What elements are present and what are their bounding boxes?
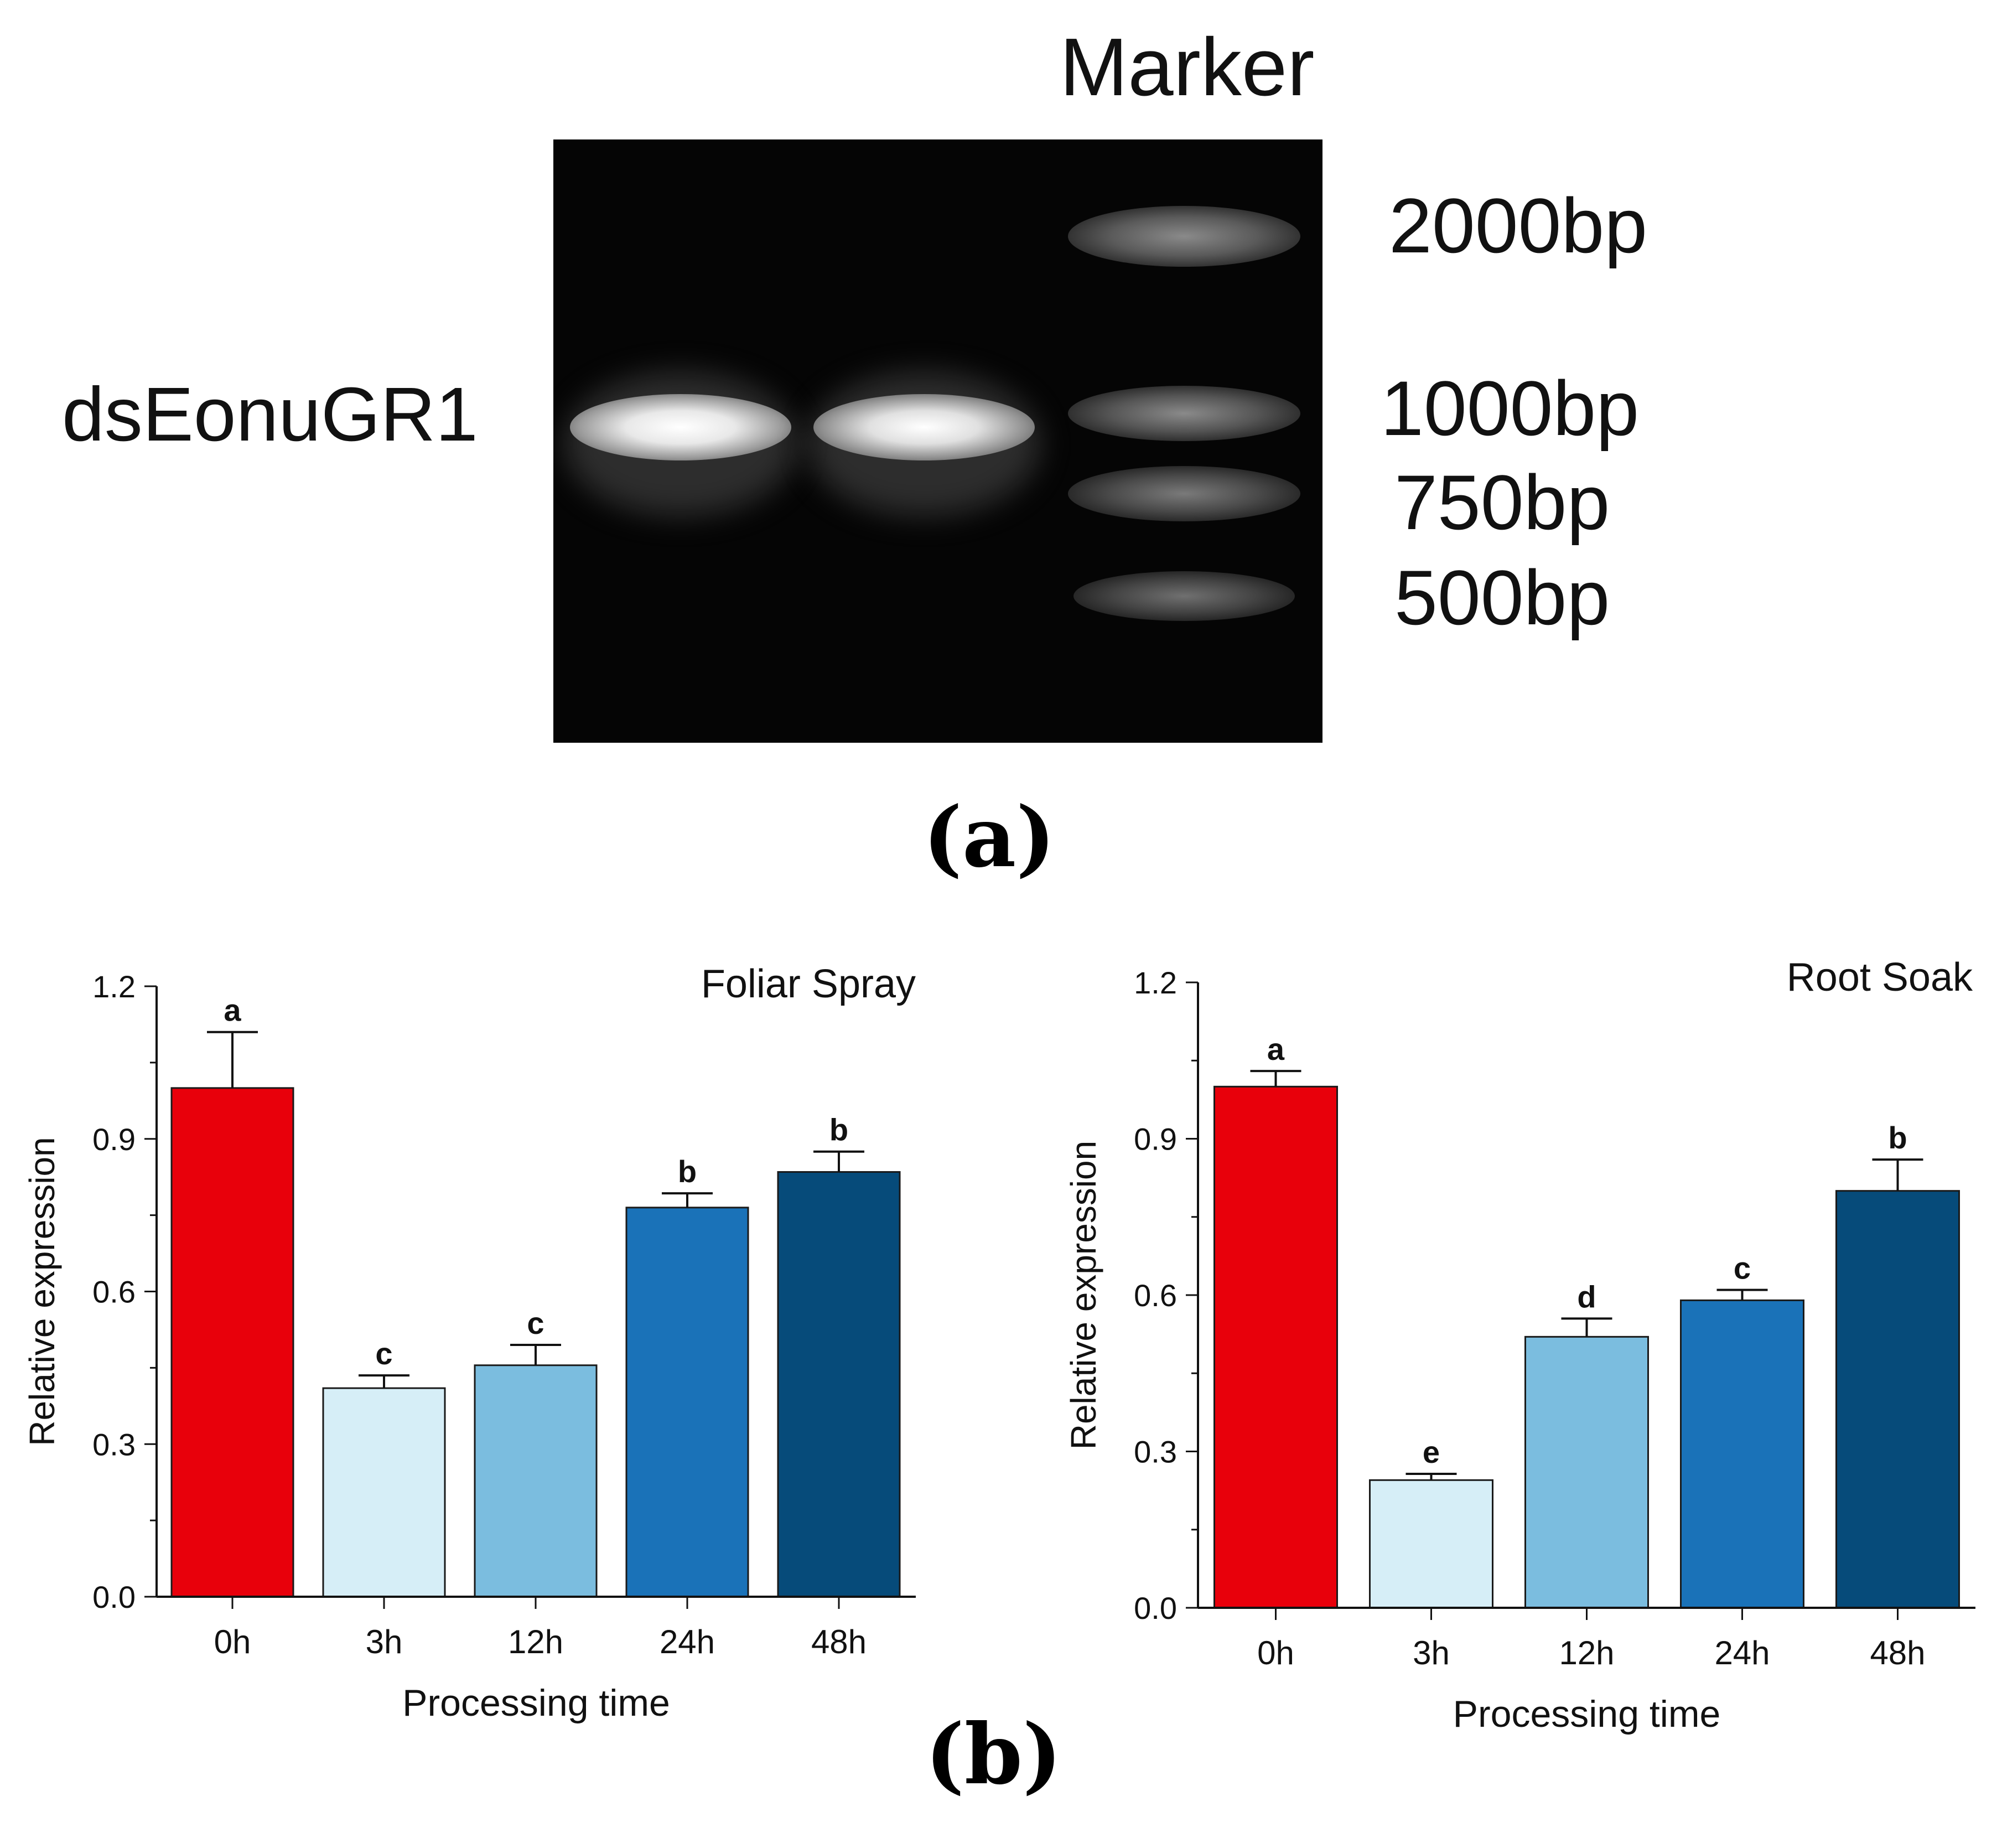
ladder-label-2000: 2000bp [1389, 182, 1648, 269]
c1-ytick-label-0.3: 0.3 [92, 1427, 136, 1462]
c2-x-axis-title: Processing time [1453, 1693, 1721, 1735]
c2-bar-48h [1835, 1190, 1960, 1609]
c2-y-axis-title: Relative expression [1064, 1141, 1103, 1450]
c1-significance-12h: c [527, 1306, 544, 1340]
c1-bar-0h [170, 1087, 294, 1598]
gel-image [553, 139, 1322, 743]
ladder-band-500 [1073, 571, 1295, 621]
c2-significance-3h: e [1423, 1435, 1440, 1469]
c1-bar-12h [474, 1364, 598, 1598]
c1-significance-3h: c [375, 1336, 392, 1371]
c1-xtick-label-0h: 0h [214, 1623, 251, 1660]
c1-significance-0h: a [224, 993, 241, 1028]
c2-title: Root Soak [1787, 955, 1973, 1000]
panel-b-caption: (b) [925, 1706, 1062, 1803]
c2-xtick-label-12h: 12h [1559, 1634, 1614, 1671]
ladder-label-1000: 1000bp [1381, 365, 1640, 452]
c1-bar-3h [322, 1387, 446, 1598]
c1-xtick-label-24h: 24h [660, 1623, 715, 1660]
c2-significance-48h: b [1888, 1120, 1907, 1155]
c1-bar-24h [625, 1207, 749, 1598]
c2-ytick-label-0.0: 0.0 [1134, 1591, 1177, 1626]
ladder-band-2000 [1068, 206, 1300, 267]
c1-ytick-label-0.6: 0.6 [92, 1275, 136, 1309]
ladder-band-1000 [1068, 386, 1300, 441]
c1-xtick-label-12h: 12h [508, 1623, 563, 1660]
c1-xtick-label-3h: 3h [366, 1623, 403, 1660]
c2-ytick-label-0.6: 0.6 [1134, 1278, 1177, 1313]
c2-ytick-label-0.3: 0.3 [1134, 1435, 1177, 1469]
c1-x-axis-title: Processing time [402, 1682, 670, 1724]
c2-xtick-label-3h: 3h [1413, 1634, 1450, 1671]
c2-bar-12h [1524, 1335, 1649, 1609]
c1-significance-48h: b [829, 1112, 848, 1147]
c1-ytick-label-0.0: 0.0 [92, 1580, 136, 1614]
ladder-label-750: 750bp [1394, 459, 1610, 546]
c1-title: Foliar Spray [701, 962, 916, 1006]
c1-ytick-label-1.2: 1.2 [92, 969, 136, 1004]
c2-xtick-label-48h: 48h [1870, 1634, 1925, 1671]
c2-significance-24h: c [1734, 1251, 1751, 1286]
c2-significance-0h: a [1267, 1032, 1285, 1067]
c2-ytick-label-1.2: 1.2 [1134, 965, 1177, 1000]
c1-significance-24h: b [678, 1154, 697, 1189]
c2-xtick-label-24h: 24h [1714, 1634, 1770, 1671]
sample-label: dsEonuGR1 [62, 372, 478, 457]
c1-bar-48h [777, 1171, 901, 1598]
panel-a-caption: (a) [923, 789, 1056, 886]
c2-ytick-label-0.9: 0.9 [1134, 1122, 1177, 1157]
c2-bar-0h [1213, 1085, 1338, 1609]
sample-band-1 [570, 394, 791, 460]
ladder-band-750 [1068, 466, 1300, 521]
c1-y-axis-title: Relative expression [22, 1137, 62, 1446]
c2-bar-3h [1369, 1479, 1493, 1609]
sample-band-2 [813, 394, 1035, 460]
c2-xtick-label-0h: 0h [1257, 1634, 1294, 1671]
c2-bar-24h [1680, 1299, 1804, 1609]
ladder-label-500: 500bp [1394, 554, 1610, 641]
c1-xtick-label-48h: 48h [811, 1623, 867, 1660]
c1-ytick-label-0.9: 0.9 [92, 1122, 136, 1157]
marker-label: Marker [1060, 22, 1315, 113]
c2-significance-12h: d [1577, 1279, 1596, 1314]
